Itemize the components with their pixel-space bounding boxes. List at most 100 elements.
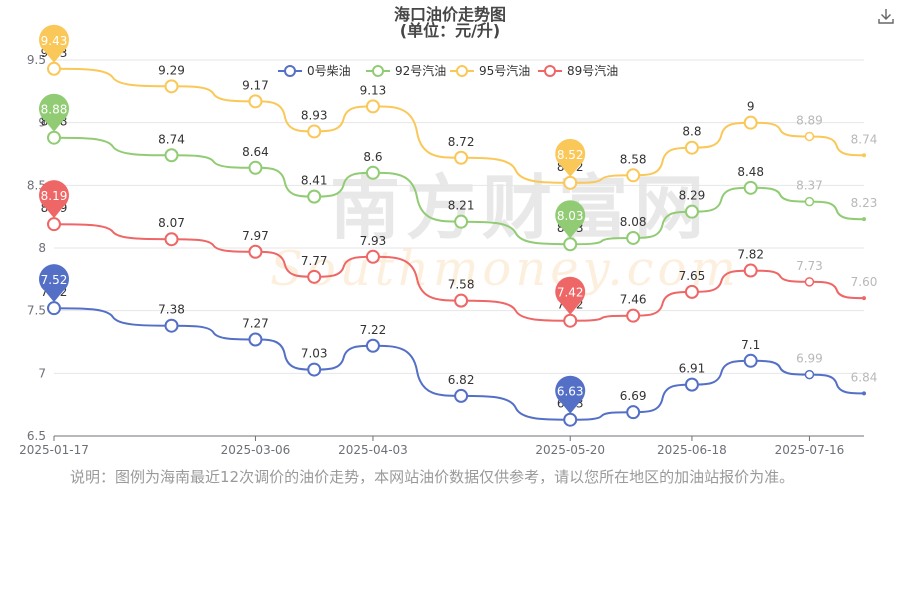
series-point[interactable]	[862, 217, 866, 222]
x-tick-label: 2025-07-16	[775, 443, 845, 457]
series-point[interactable]	[743, 353, 758, 368]
series-point[interactable]	[365, 99, 380, 114]
data-label: 6.84	[851, 370, 878, 384]
series-point[interactable]	[804, 277, 815, 287]
series-point[interactable]	[743, 180, 758, 195]
data-label: 7.38	[158, 303, 185, 317]
legend-item-2[interactable]: 95号汽油	[450, 63, 530, 78]
series-point[interactable]	[684, 140, 699, 155]
series-point[interactable]	[248, 94, 263, 109]
data-label: 8.74	[158, 132, 185, 146]
disclaimer-note: 说明：图例为海南最近12次调价的油价走势，本网站油价数据仅供参考，请以您所在地区…	[70, 468, 795, 486]
series-point[interactable]	[684, 204, 699, 219]
series-point[interactable]	[47, 217, 61, 232]
series-point[interactable]	[365, 165, 380, 180]
series-point[interactable]	[164, 148, 179, 163]
data-label: 7.58	[448, 278, 475, 292]
marker-label: 8.19	[41, 189, 68, 203]
series-point[interactable]	[563, 237, 578, 252]
series-point[interactable]	[454, 150, 469, 165]
series-point[interactable]	[307, 269, 322, 284]
series-point[interactable]	[248, 332, 263, 347]
y-tick-label: 9.5	[27, 53, 46, 67]
marker-pin-max: 9.43	[39, 24, 70, 63]
series-point[interactable]	[47, 130, 61, 145]
series-point[interactable]	[47, 61, 61, 76]
data-label: 8.41	[301, 174, 328, 188]
series-point[interactable]	[164, 79, 179, 94]
chart-title: 海口油价走势图	[393, 5, 506, 24]
series-point[interactable]	[626, 308, 641, 323]
x-tick-label: 2025-01-17	[19, 443, 89, 457]
series-point[interactable]	[862, 153, 866, 158]
series-point[interactable]	[563, 175, 578, 190]
download-icon[interactable]	[876, 6, 896, 26]
data-label: 8.21	[448, 199, 475, 213]
series-point[interactable]	[804, 369, 815, 380]
series-point[interactable]	[804, 131, 815, 142]
legend-item-1[interactable]: 92号汽油	[366, 63, 446, 78]
marker-label: 8.03	[557, 209, 584, 223]
marker-pin-shape	[555, 200, 586, 239]
data-label: 9.13	[360, 83, 387, 97]
data-label: 8.8	[682, 125, 701, 139]
series-point[interactable]	[454, 388, 469, 403]
series-point[interactable]	[307, 124, 322, 139]
marker-pin-min: 7.42	[555, 276, 586, 315]
marker-pin-shape	[39, 24, 70, 63]
series-point[interactable]	[743, 263, 758, 278]
series-point[interactable]	[743, 115, 758, 130]
series-point[interactable]	[307, 362, 322, 377]
series-point[interactable]	[804, 196, 815, 207]
series-point[interactable]	[862, 391, 866, 396]
y-tick-label: 6.5	[27, 429, 46, 443]
series-point[interactable]	[563, 412, 578, 427]
series-point[interactable]	[454, 293, 469, 308]
data-label: 7.60	[851, 275, 878, 289]
data-label: 8.23	[851, 196, 878, 210]
chart-subtitle: (单位：元/升)	[399, 21, 501, 40]
data-label: 8.6	[363, 150, 382, 164]
legend-item-0[interactable]: 0号柴油	[278, 64, 351, 78]
marker-label: 9.43	[41, 34, 68, 48]
series-point[interactable]	[164, 232, 179, 247]
data-label: 7.77	[301, 254, 328, 268]
y-tick-label: 7.5	[27, 304, 46, 318]
legend-item-3[interactable]: 89号汽油	[538, 63, 618, 78]
series-point[interactable]	[248, 244, 263, 259]
marker-pin-min: 8.03	[555, 200, 586, 239]
data-label: 8.89	[796, 113, 823, 127]
series-point[interactable]	[47, 301, 61, 316]
marker-label: 8.88	[41, 103, 68, 117]
series-point[interactable]	[365, 249, 380, 264]
watermark: 南方财富网 Southmoney.com	[270, 166, 736, 297]
series-point[interactable]	[626, 168, 641, 183]
data-label: 6.69	[620, 389, 647, 403]
series-point[interactable]	[862, 296, 866, 301]
marker-label: 7.52	[41, 273, 68, 287]
data-label: 9.29	[158, 63, 185, 77]
data-label: 6.82	[448, 373, 475, 387]
marker-pin-shape	[39, 264, 70, 303]
series-point[interactable]	[684, 284, 699, 299]
x-tick-label: 2025-05-20	[535, 443, 605, 457]
series-point[interactable]	[626, 405, 641, 420]
legend-label: 95号汽油	[479, 63, 530, 78]
y-tick-label: 7	[38, 366, 46, 380]
series-point[interactable]	[684, 377, 699, 392]
data-label: 7.93	[360, 234, 387, 248]
series-point[interactable]	[248, 160, 263, 175]
data-label: 7.46	[620, 293, 647, 307]
marker-label: 6.63	[557, 385, 584, 399]
series-point[interactable]	[454, 214, 469, 229]
series-point[interactable]	[164, 318, 179, 333]
data-label: 8.64	[242, 145, 269, 159]
series-point[interactable]	[563, 313, 578, 328]
series-point[interactable]	[626, 230, 641, 245]
marker-pin-min: 6.63	[555, 375, 586, 414]
data-label: 8.48	[737, 165, 764, 179]
series-point[interactable]	[307, 189, 322, 204]
data-label: 7.27	[242, 316, 269, 330]
series-point[interactable]	[365, 338, 380, 353]
data-label: 8.58	[620, 152, 647, 166]
